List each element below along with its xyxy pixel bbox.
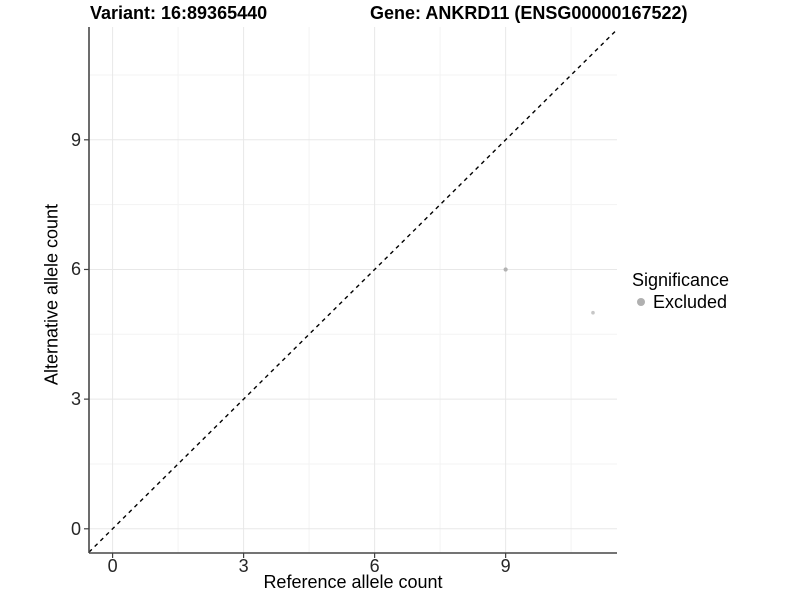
axis-lines	[88, 27, 617, 554]
x-tick-label: 6	[369, 556, 380, 576]
tick-marks	[84, 139, 507, 558]
legend-key-dot-icon	[637, 298, 645, 306]
minor-gridlines	[89, 27, 617, 553]
y-tick-label: 0	[70, 518, 81, 539]
data-point	[591, 310, 595, 315]
x-tick-label: 9	[500, 556, 511, 576]
x-axis-label: Reference allele count	[263, 572, 443, 592]
legend-title: Significance	[632, 270, 730, 290]
legend: Significance Excluded	[632, 270, 792, 312]
data-points	[503, 267, 595, 315]
major-gridlines	[89, 27, 617, 553]
y-axis-label: Alternative allele count	[41, 203, 62, 386]
gene-title: Gene: ANKRD11 (ENSG00000167522)	[370, 3, 688, 23]
y-tick-label: 9	[70, 129, 81, 150]
x-tick-label: 0	[107, 556, 118, 576]
identity-dashed-line	[88, 29, 618, 553]
y-tick-label: 3	[70, 389, 81, 410]
legend-item-label: Excluded	[653, 292, 728, 312]
legend-item-excluded: Excluded	[632, 292, 792, 312]
data-point	[503, 267, 508, 272]
identity-line	[88, 29, 618, 553]
x-tick-label: 3	[238, 556, 249, 576]
y-tick-label: 6	[70, 259, 81, 280]
variant-title: Variant: 16:89365440	[90, 3, 268, 23]
